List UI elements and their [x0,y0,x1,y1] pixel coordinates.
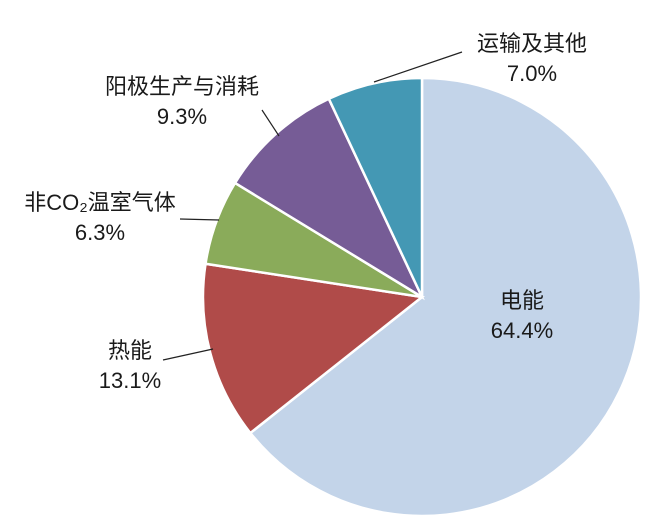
pie-slice [248,76,643,518]
slice-value-label: 9.3% [157,104,207,129]
slice-value-label: 6.3% [75,220,125,245]
slice-label: 运输及其他 [477,31,587,56]
slice-value-label: 13.1% [99,368,161,393]
slice-value-label: 7.0% [507,61,557,86]
slice-label: 非CO₂温室气体 [24,190,176,215]
leader-line [261,109,280,137]
slice-label: 热能 [108,338,152,363]
slice-label: 电能 [500,288,544,313]
leader-line [373,51,463,83]
slice-value-label: 64.4% [491,318,553,343]
pie-slice [201,262,426,435]
pie-slice [327,76,424,298]
leader-line [179,218,220,221]
pie-slice [233,97,425,301]
leader-line [162,348,214,361]
slice-label: 阳极生产与消耗 [105,74,259,99]
